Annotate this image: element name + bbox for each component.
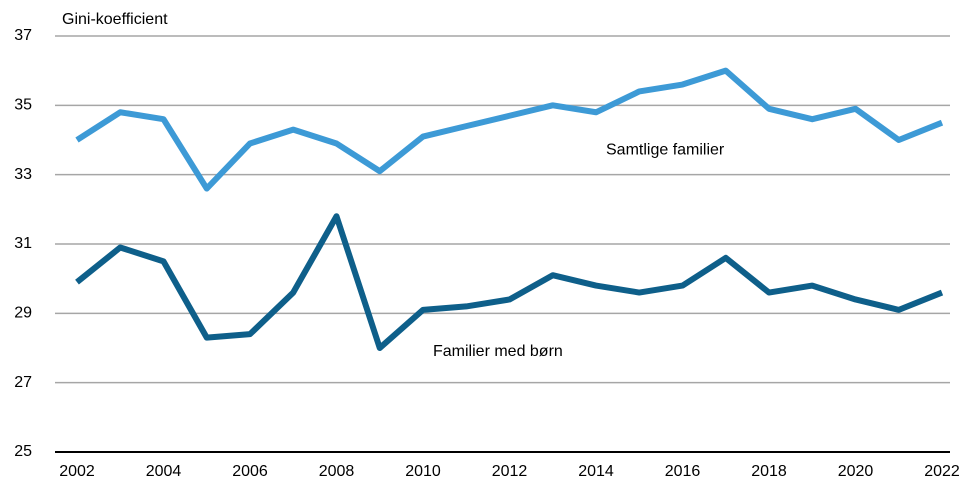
series-label: Samtlige familier <box>606 141 725 158</box>
x-tick-label: 2010 <box>405 463 441 480</box>
x-tick-label: 2020 <box>838 463 874 480</box>
y-axis-label: Gini-koefficient <box>62 11 168 28</box>
y-tick-label: 27 <box>14 374 32 391</box>
x-tick-label: 2008 <box>319 463 355 480</box>
x-tick-label: 2012 <box>492 463 528 480</box>
x-tick-label: 2022 <box>924 463 960 480</box>
x-tick-label: 2018 <box>751 463 787 480</box>
y-tick-label: 25 <box>14 443 32 460</box>
y-tick-label: 29 <box>14 305 32 322</box>
x-tick-label: 2004 <box>146 463 182 480</box>
y-tick-label: 35 <box>14 97 32 114</box>
y-tick-label: 33 <box>14 166 32 183</box>
y-tick-label: 31 <box>14 235 32 252</box>
y-tick-label: 37 <box>14 27 32 44</box>
series-line <box>75 67 944 192</box>
x-tick-label: 2014 <box>578 463 614 480</box>
x-tick-label: 2002 <box>59 463 95 480</box>
x-tick-label: 2016 <box>665 463 701 480</box>
series-label: Familier med børn <box>433 343 563 360</box>
x-tick-label: 2006 <box>232 463 268 480</box>
series-line <box>75 213 944 351</box>
